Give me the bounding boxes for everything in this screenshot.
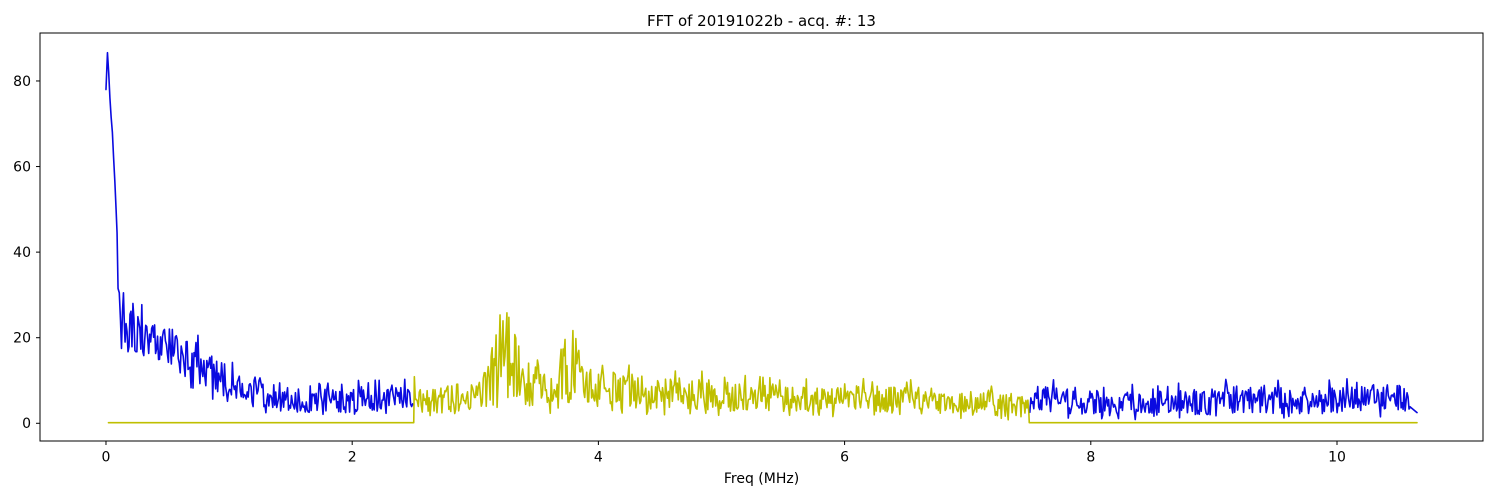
- x-tick-label: 4: [594, 450, 603, 466]
- y-tick-label: 20: [13, 331, 31, 347]
- x-axis-label: Freq (MHz): [724, 471, 799, 487]
- y-tick-label: 0: [22, 416, 31, 432]
- series-line-fft-blue: [105, 51, 415, 416]
- x-axis-ticks: 0 2 4 6 8 10: [102, 441, 1346, 466]
- axes-box: [39, 32, 1484, 442]
- x-tick-label: 2: [348, 450, 357, 466]
- y-tick-label: 60: [13, 159, 31, 175]
- x-tick-label: 8: [1086, 450, 1095, 466]
- y-tick-label: 40: [13, 245, 31, 261]
- series-line-fft-yellow: [107, 312, 1418, 424]
- plot-series-lines: [105, 51, 1418, 424]
- y-tick-label: 80: [13, 74, 31, 90]
- x-tick-label: 6: [840, 450, 849, 466]
- series-line-fft-blue: [1029, 378, 1418, 421]
- x-tick-label: 0: [102, 450, 111, 466]
- y-axis-ticks: 0 20 40 60 80: [13, 74, 40, 432]
- chart-title: FFT of 20191022b - acq. #: 13: [647, 12, 876, 30]
- x-tick-label: 10: [1328, 450, 1346, 466]
